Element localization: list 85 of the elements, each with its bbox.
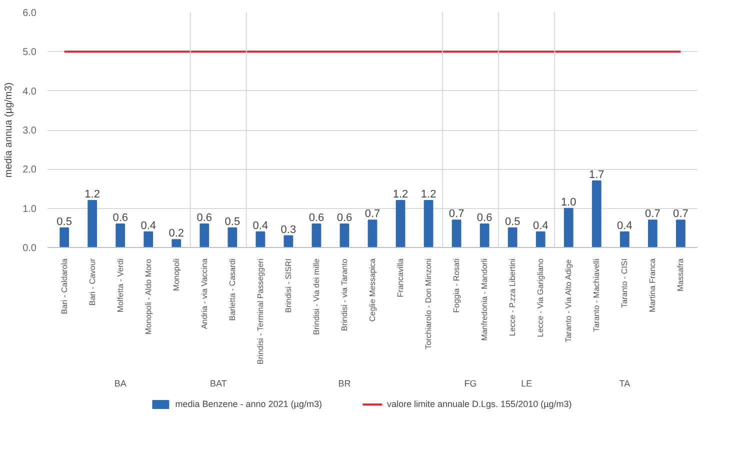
bar [508,227,518,248]
x-tick-label: Manfredonia - Mandorli [480,258,490,341]
data-label: 0.5 [56,216,72,228]
bar [60,227,70,248]
bar [172,239,182,248]
x-tick-label: Barletta - Casardi [228,258,237,321]
data-label: 0.3 [280,224,296,236]
bar [144,231,154,248]
x-tick-label: Bari - Caldarola [60,258,69,314]
data-label: 1.0 [560,196,576,208]
text: LE [521,378,532,388]
x-tick-label: Brindisi - SISRI [284,258,293,313]
data-label: 0.5 [504,216,520,228]
y-tick-label: 2.0 [22,164,37,176]
bar [340,224,350,248]
text: FG [464,378,477,388]
data-label: 0.4 [252,220,268,232]
x-tick-label: Taranto - Via Alto Adige [564,258,574,342]
x-tick-label: Taranto - Machiavelli [592,258,602,332]
data-label: 0.7 [364,208,380,220]
x-tick-label: Brindisi - Via dei mille [312,258,321,335]
data-label: 0.2 [168,228,184,240]
x-tick-label: Monopoli - Aldo Moro [144,258,153,335]
bar [620,231,630,248]
text: TA [619,378,630,388]
bar [256,231,266,248]
y-axis-title: media annua (µg/m3) [4,82,15,178]
data-label: 0.4 [532,220,548,232]
data-label: 1.2 [84,188,100,200]
text: BR [338,378,352,388]
x-tick-label: Lecce - P.zza Libertini [508,258,518,336]
x-tick-label: Ceglie Messapica [368,258,377,322]
bar [368,220,378,248]
bar [452,220,462,248]
legend-label: valore limite annuale D.Lgs. 155/2010 (µg/m3) [386,399,572,409]
data-label: 1.2 [392,188,408,200]
y-tick-label: 6.0 [22,8,37,19]
bar [648,220,658,248]
data-label: 1.7 [588,168,604,181]
x-tick-label: Brindisi - Terminal Passeggeri [256,258,265,364]
x-tick-label: Massafra [676,258,686,292]
x-tick-label: Lecce - Via Garigliano [536,258,546,338]
x-tick-label: Martina Franca [648,258,658,312]
bar [284,235,294,248]
data-label: 0.4 [617,220,632,232]
y-tick-label: 3.0 [22,126,37,136]
y-tick-label: 5.0 [22,47,37,58]
data-label: 0.5 [224,216,240,228]
y-tick-label: 0.0 [22,243,37,254]
text: BA [114,378,126,388]
x-tick-label: Molfetta - Verdi [116,258,125,312]
y-tick-label: 1.0 [22,204,37,215]
data-label: 0.6 [476,212,492,224]
text: BAT [210,378,228,388]
legend-label: media Benzene - anno 2021 (µg/m3) [175,399,322,409]
data-label: 0.7 [645,208,660,220]
data-label: 0.4 [140,220,156,232]
data-label: 0.6 [112,212,128,224]
bar [88,200,98,248]
bar [592,180,602,248]
bar [480,224,490,248]
data-label: 0.6 [196,212,212,224]
x-tick-label: Taranto - CISI [620,258,630,308]
x-tick-label: Andria - via Vaccina [200,258,209,330]
data-label: 0.7 [448,208,464,220]
bar [676,220,686,248]
data-label: 1.2 [420,188,436,200]
bar [396,200,406,248]
data-label: 0.7 [673,208,688,220]
bar [116,224,126,248]
data-label: 0.6 [308,212,324,224]
bar [564,208,574,248]
bar [424,200,434,248]
x-tick-label: Bari - Cavour [88,258,97,306]
y-tick-label: 4.0 [22,86,37,98]
x-tick-label: Francavilla [396,258,406,298]
x-tick-label: Foggia - Rosati [452,258,462,313]
data-label: 0.6 [336,212,352,224]
bar [536,231,546,248]
x-tick-label: Monopoli [172,258,181,291]
x-tick-label: Torchiarolo - Don Minzoni [424,258,434,350]
bar [312,224,322,248]
bar [200,224,210,248]
bar [228,227,238,248]
x-tick-label: Brindisi - via Taranto [340,258,349,331]
